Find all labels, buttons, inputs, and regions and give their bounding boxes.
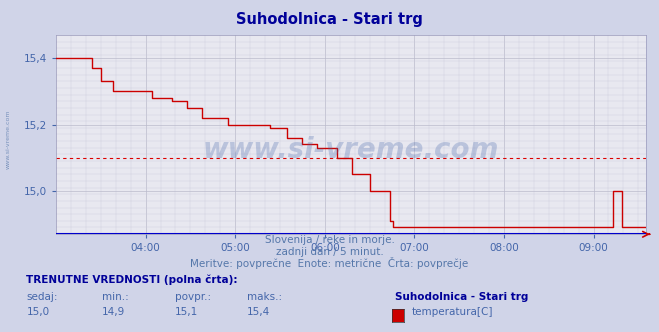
Text: Suhodolnica - Stari trg: Suhodolnica - Stari trg	[395, 292, 529, 302]
Text: www.si-vreme.com: www.si-vreme.com	[203, 136, 499, 164]
Text: TRENUTNE VREDNOSTI (polna črta):: TRENUTNE VREDNOSTI (polna črta):	[26, 274, 238, 285]
Text: 15,0: 15,0	[26, 307, 49, 317]
Text: 15,1: 15,1	[175, 307, 198, 317]
Text: temperatura[C]: temperatura[C]	[412, 307, 494, 317]
Text: sedaj:: sedaj:	[26, 292, 58, 302]
Text: www.si-vreme.com: www.si-vreme.com	[6, 110, 11, 169]
Text: Meritve: povprečne  Enote: metrične  Črta: povprečje: Meritve: povprečne Enote: metrične Črta:…	[190, 257, 469, 269]
Text: zadnji dan / 5 minut.: zadnji dan / 5 minut.	[275, 247, 384, 257]
Text: maks.:: maks.:	[247, 292, 282, 302]
Text: min.:: min.:	[102, 292, 129, 302]
Text: 15,4: 15,4	[247, 307, 270, 317]
Text: povpr.:: povpr.:	[175, 292, 211, 302]
Text: Suhodolnica - Stari trg: Suhodolnica - Stari trg	[236, 12, 423, 27]
Text: Slovenija / reke in morje.: Slovenija / reke in morje.	[264, 235, 395, 245]
Text: 14,9: 14,9	[102, 307, 125, 317]
